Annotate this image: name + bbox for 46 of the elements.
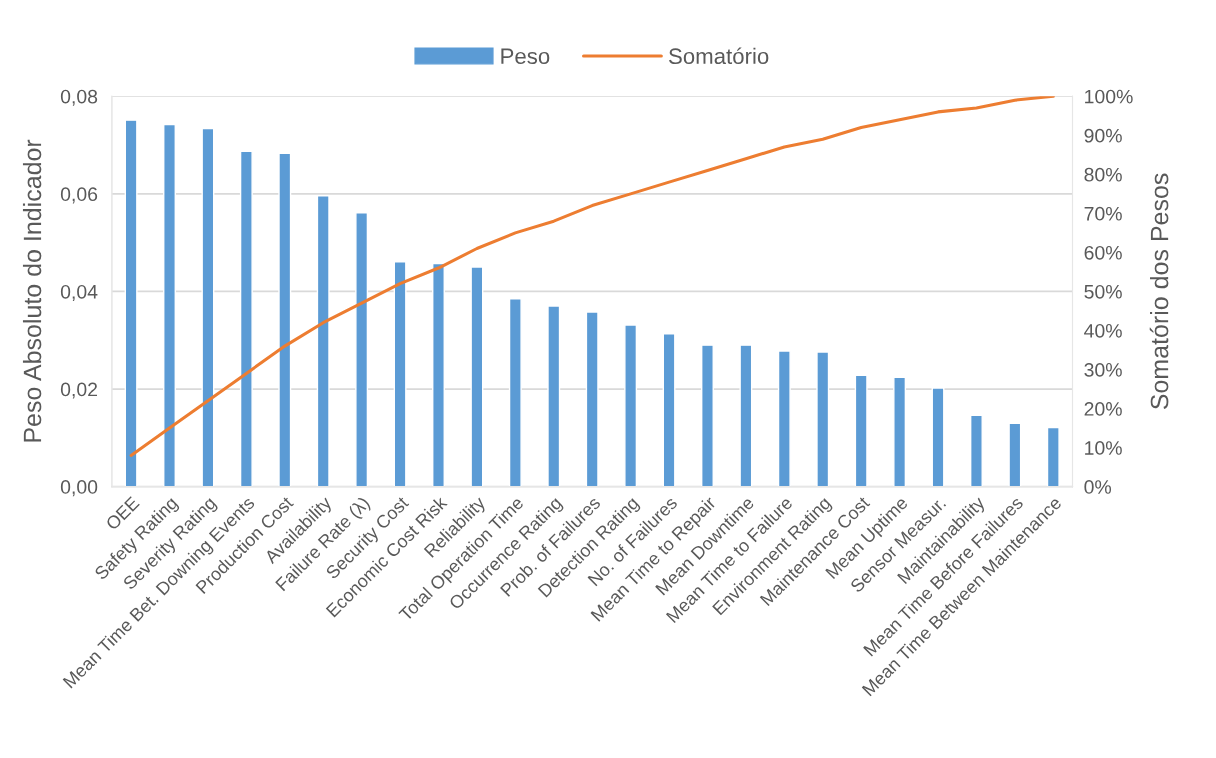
y2-tick-label: 40%: [1084, 323, 1122, 338]
bar: [585, 311, 599, 487]
bar: [701, 344, 714, 487]
bar: [432, 262, 445, 487]
bar: [355, 212, 369, 487]
y2-tick-label: 70%: [1084, 206, 1122, 221]
bar: [893, 376, 907, 487]
bar: [739, 344, 753, 487]
bar: [547, 305, 561, 487]
y-tick-label: 0,08: [60, 89, 98, 106]
bar: [854, 374, 868, 487]
bar: [662, 333, 676, 487]
y2-tick-label: 50%: [1084, 284, 1122, 299]
y-axis-title: Peso Absoluto do Indicador: [22, 139, 42, 442]
bar: [316, 195, 330, 487]
y-tick-label: 0,06: [60, 187, 98, 204]
bar: [239, 150, 253, 487]
y2-tick-label: 60%: [1084, 245, 1122, 260]
bar: [1008, 422, 1022, 487]
bar: [393, 260, 407, 487]
y2-tick-label: 0%: [1084, 480, 1112, 494]
line-series: [129, 96, 1055, 457]
bar: [470, 266, 484, 487]
bar: [201, 127, 215, 487]
bar: [816, 351, 830, 487]
y-tick-label: 0,02: [60, 382, 98, 399]
legend-label: Peso: [501, 48, 550, 65]
bar: [163, 123, 176, 487]
y-tick-label: 0,00: [60, 480, 98, 497]
bar: [624, 324, 638, 487]
bar: [931, 387, 945, 487]
y2-axis-title: Somatório dos Pesos: [1149, 173, 1169, 410]
bar: [124, 119, 138, 487]
bar: [1046, 426, 1060, 487]
y2-tick-label: 80%: [1084, 167, 1122, 182]
y2-tick-label: 10%: [1085, 441, 1122, 455]
y-tick-label: 0,04: [60, 284, 98, 301]
y2-tick-label: 90%: [1084, 128, 1122, 143]
bar: [278, 152, 292, 487]
bar: [969, 414, 983, 487]
y2-tick-label: 20%: [1084, 402, 1122, 416]
bar: [777, 350, 791, 487]
y2-tick-label: 30%: [1084, 362, 1122, 377]
y2-tick-label: 100%: [1085, 89, 1133, 104]
bar: [508, 298, 522, 487]
legend-label: Somatório: [669, 47, 769, 65]
